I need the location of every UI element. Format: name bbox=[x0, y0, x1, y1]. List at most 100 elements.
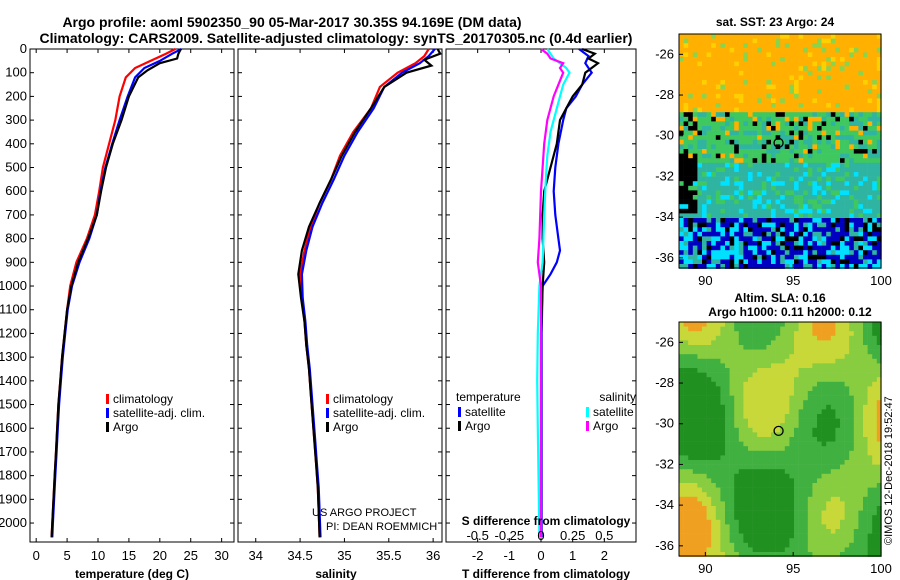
map-cell bbox=[748, 195, 753, 200]
map-cell bbox=[738, 377, 744, 383]
map-cell bbox=[748, 391, 753, 396]
map-cell bbox=[794, 335, 799, 341]
map-cell bbox=[752, 437, 758, 442]
map-cell bbox=[697, 506, 703, 511]
map-cell bbox=[766, 264, 772, 269]
map-cell bbox=[863, 47, 868, 53]
map-cell bbox=[743, 112, 749, 118]
map-cell bbox=[775, 227, 781, 233]
map-cell bbox=[872, 469, 878, 475]
map-cell bbox=[679, 208, 684, 214]
map-cell bbox=[872, 414, 878, 419]
map-cell bbox=[775, 529, 781, 534]
map-cell bbox=[830, 61, 836, 67]
map-cell bbox=[725, 358, 730, 364]
map-cell bbox=[835, 524, 841, 530]
map-cell bbox=[812, 533, 818, 539]
map-cell bbox=[697, 89, 703, 95]
map-cell bbox=[803, 222, 809, 228]
map-cell bbox=[817, 66, 822, 72]
map-cell bbox=[692, 75, 698, 81]
map-cell bbox=[867, 107, 873, 113]
sla-map-title: Altim. SLA: 0.16 bbox=[734, 291, 826, 305]
map-cell bbox=[780, 93, 786, 99]
map-cell bbox=[784, 204, 790, 210]
map-cell bbox=[702, 84, 707, 90]
map-cell bbox=[683, 112, 689, 118]
map-cell bbox=[761, 259, 767, 265]
map-cell bbox=[830, 218, 836, 223]
map-cell bbox=[817, 241, 822, 246]
map-cell bbox=[720, 533, 726, 539]
map-cell bbox=[683, 250, 689, 256]
map-cell bbox=[826, 335, 832, 341]
map-cell bbox=[867, 335, 873, 341]
map-cell bbox=[725, 464, 730, 470]
map-cell bbox=[761, 61, 767, 67]
map-cell bbox=[876, 372, 882, 378]
map-cell bbox=[830, 241, 836, 246]
map-cell bbox=[844, 176, 850, 182]
map-cell bbox=[734, 446, 740, 452]
map-cell bbox=[867, 38, 873, 44]
map-cell bbox=[858, 130, 864, 136]
map-cell bbox=[840, 427, 845, 433]
map-cell bbox=[876, 455, 882, 461]
map-cell bbox=[683, 245, 689, 251]
map-cell bbox=[743, 190, 749, 196]
map-cell bbox=[715, 98, 721, 104]
map-cell bbox=[692, 386, 698, 392]
map-cell bbox=[853, 432, 859, 438]
map-cell bbox=[706, 358, 712, 364]
map-cell bbox=[876, 483, 882, 488]
map-cell bbox=[715, 254, 721, 260]
map-cell bbox=[720, 460, 726, 465]
map-cell bbox=[821, 506, 827, 511]
map-cell bbox=[844, 432, 850, 438]
map-cell bbox=[752, 455, 758, 461]
map-cell bbox=[738, 181, 744, 187]
map-cell bbox=[775, 469, 781, 475]
map-cell bbox=[826, 515, 832, 521]
map-cell bbox=[807, 386, 813, 392]
map-cell bbox=[844, 478, 850, 484]
map-cell bbox=[771, 264, 776, 269]
map-cell bbox=[853, 368, 859, 373]
map-cell bbox=[784, 144, 790, 150]
map-cell bbox=[771, 144, 776, 150]
map-cell bbox=[734, 158, 740, 164]
map-cell bbox=[683, 377, 689, 383]
map-cell bbox=[817, 61, 822, 67]
map-cell bbox=[683, 213, 689, 219]
map-cell bbox=[729, 510, 735, 516]
map-cell bbox=[789, 264, 795, 269]
map-cell bbox=[711, 372, 717, 378]
map-cell bbox=[748, 464, 753, 470]
map-cell bbox=[761, 335, 767, 341]
map-cell bbox=[725, 181, 730, 187]
map-cell bbox=[697, 144, 703, 150]
map-cell bbox=[683, 464, 689, 470]
map-cell bbox=[858, 98, 864, 104]
map-cell bbox=[748, 218, 753, 223]
map-cell bbox=[830, 103, 836, 108]
map-cell bbox=[775, 98, 781, 104]
map-cell bbox=[812, 432, 818, 438]
map-cell bbox=[734, 538, 740, 544]
map-cell bbox=[679, 107, 684, 113]
map-cell bbox=[812, 363, 818, 369]
map-cell bbox=[858, 345, 864, 350]
map-cell bbox=[817, 84, 822, 90]
map-cell bbox=[706, 43, 712, 49]
map-cell bbox=[688, 135, 694, 141]
map-cell bbox=[798, 404, 804, 410]
map-cell bbox=[835, 93, 841, 99]
map-cell bbox=[803, 478, 809, 484]
map-cell bbox=[711, 418, 717, 424]
map-cell bbox=[706, 501, 712, 507]
map-cell bbox=[738, 423, 744, 429]
map-cell bbox=[835, 432, 841, 438]
map-cell bbox=[840, 446, 845, 452]
map-cell bbox=[807, 144, 813, 150]
map-cell bbox=[844, 404, 850, 410]
